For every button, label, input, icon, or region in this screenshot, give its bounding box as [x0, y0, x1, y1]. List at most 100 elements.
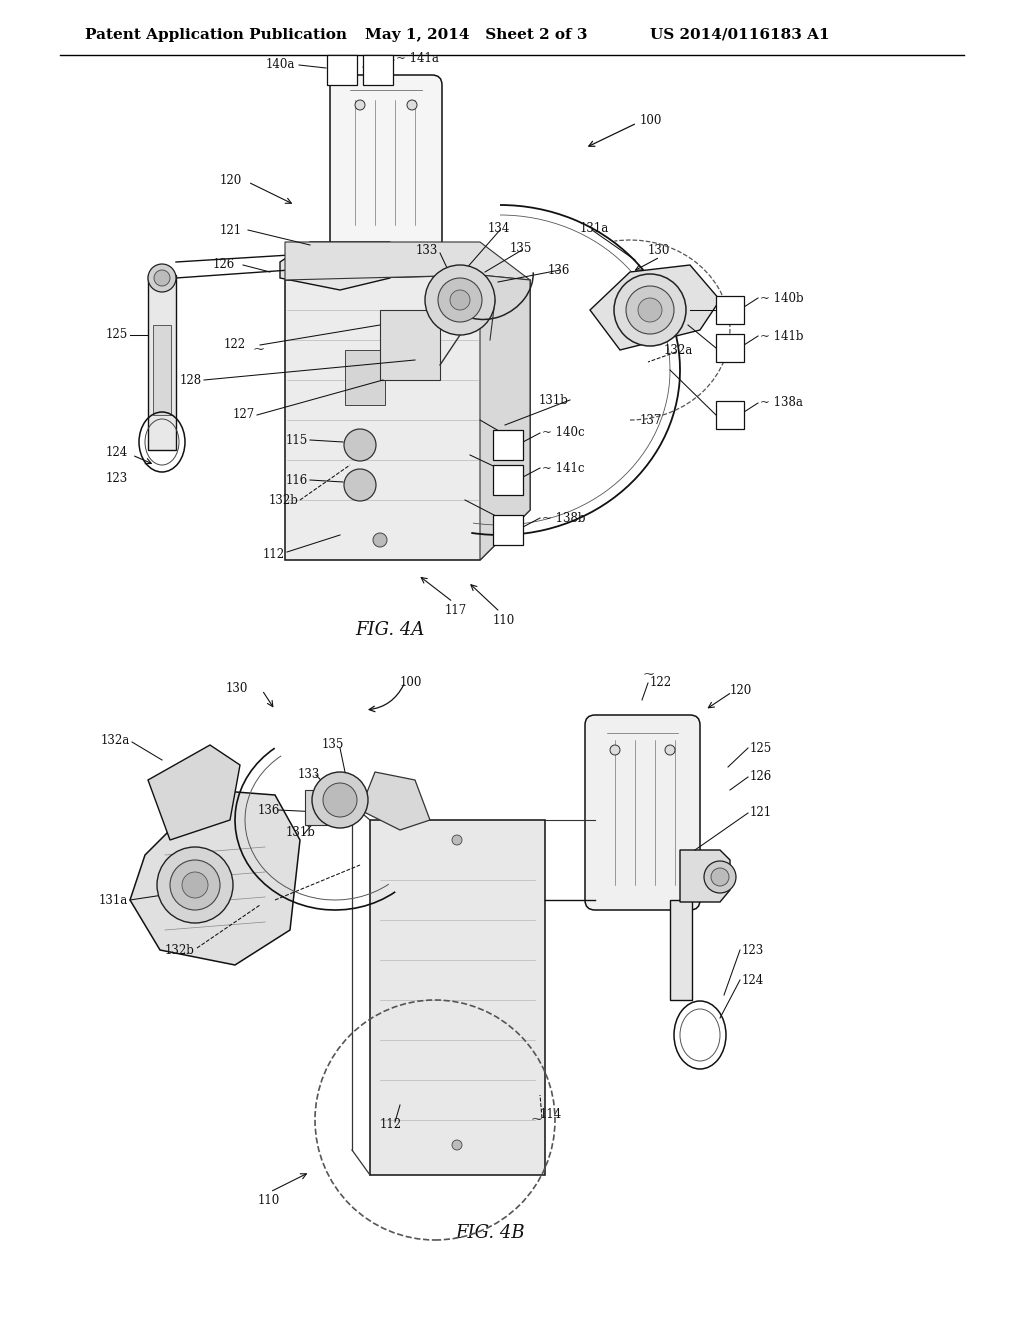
Circle shape — [344, 469, 376, 502]
Text: 126: 126 — [213, 259, 236, 272]
Text: FIG. 4A: FIG. 4A — [355, 620, 425, 639]
Circle shape — [407, 100, 417, 110]
Text: 122: 122 — [224, 338, 246, 351]
Text: FIG. 4B: FIG. 4B — [456, 1224, 525, 1242]
Text: Patent Application Publication: Patent Application Publication — [85, 28, 347, 42]
Text: 130: 130 — [225, 681, 248, 694]
Bar — [327, 55, 357, 84]
Polygon shape — [480, 275, 530, 560]
Circle shape — [626, 286, 674, 334]
Circle shape — [373, 533, 387, 546]
Text: ~ 138a: ~ 138a — [760, 396, 803, 409]
Text: 121: 121 — [220, 223, 242, 236]
Circle shape — [711, 869, 729, 886]
FancyBboxPatch shape — [330, 75, 442, 249]
Bar — [493, 465, 523, 495]
Text: 123: 123 — [105, 471, 128, 484]
Text: 137: 137 — [640, 413, 663, 426]
Text: 132b: 132b — [165, 944, 195, 957]
Circle shape — [312, 772, 368, 828]
Text: 125: 125 — [105, 329, 128, 342]
Text: 135: 135 — [510, 242, 532, 255]
Text: 124: 124 — [105, 446, 128, 458]
Polygon shape — [148, 744, 240, 840]
Text: 110: 110 — [258, 1193, 281, 1206]
Bar — [148, 275, 176, 450]
Text: US 2014/0116183 A1: US 2014/0116183 A1 — [650, 28, 829, 42]
Text: 115: 115 — [286, 433, 308, 446]
Circle shape — [182, 873, 208, 898]
Bar — [153, 325, 171, 414]
Polygon shape — [285, 242, 530, 280]
Text: ~ 141b: ~ 141b — [760, 330, 804, 342]
Text: 126: 126 — [750, 771, 772, 784]
Circle shape — [614, 275, 686, 346]
Text: 112: 112 — [263, 549, 285, 561]
Bar — [493, 515, 523, 545]
Text: 131a: 131a — [580, 222, 609, 235]
Circle shape — [170, 861, 220, 909]
Bar — [493, 430, 523, 459]
Bar — [716, 296, 744, 323]
Text: ~: ~ — [531, 1113, 544, 1127]
Circle shape — [452, 836, 462, 845]
Text: ~ 141c: ~ 141c — [542, 462, 585, 474]
Text: ~ 140c: ~ 140c — [542, 426, 585, 440]
Text: ~ 141a: ~ 141a — [396, 51, 439, 65]
Bar — [305, 789, 345, 825]
Text: 127: 127 — [232, 408, 255, 421]
Text: 125: 125 — [750, 742, 772, 755]
Text: 136: 136 — [548, 264, 570, 276]
Bar — [716, 334, 744, 362]
Bar — [380, 310, 440, 380]
Text: 120: 120 — [220, 173, 243, 186]
Polygon shape — [285, 275, 530, 560]
Text: 114: 114 — [540, 1109, 562, 1122]
Text: 132b: 132b — [268, 494, 298, 507]
Text: 140a: 140a — [265, 58, 295, 71]
Text: 120: 120 — [730, 684, 753, 697]
Circle shape — [355, 100, 365, 110]
Text: 112: 112 — [380, 1118, 402, 1131]
Bar — [362, 55, 393, 84]
Circle shape — [438, 279, 482, 322]
Text: 110: 110 — [493, 614, 515, 627]
Circle shape — [705, 861, 736, 894]
Text: 100: 100 — [640, 114, 663, 127]
Circle shape — [450, 290, 470, 310]
Text: 117: 117 — [445, 603, 467, 616]
Text: 116: 116 — [286, 474, 308, 487]
Bar — [670, 900, 692, 1001]
Text: 131b: 131b — [539, 393, 568, 407]
Text: 133: 133 — [298, 768, 321, 781]
Circle shape — [148, 264, 176, 292]
Polygon shape — [680, 850, 730, 902]
Text: ~: ~ — [643, 668, 655, 682]
Text: 132a: 132a — [100, 734, 130, 747]
Text: 130: 130 — [648, 243, 671, 256]
Circle shape — [425, 265, 495, 335]
Text: 131b: 131b — [286, 825, 315, 838]
Text: 121: 121 — [750, 807, 772, 820]
Text: 123: 123 — [742, 944, 764, 957]
Text: ~: ~ — [252, 343, 264, 356]
Circle shape — [610, 744, 620, 755]
Polygon shape — [130, 789, 300, 965]
Text: 133: 133 — [416, 243, 438, 256]
Bar — [345, 350, 385, 405]
FancyBboxPatch shape — [370, 820, 545, 1175]
Circle shape — [665, 744, 675, 755]
Circle shape — [344, 429, 376, 461]
Text: 131a: 131a — [98, 894, 128, 907]
Circle shape — [452, 1140, 462, 1150]
Text: 134: 134 — [488, 222, 510, 235]
Circle shape — [323, 783, 357, 817]
Text: 128: 128 — [180, 374, 202, 387]
Bar — [716, 401, 744, 429]
Text: 124: 124 — [742, 974, 764, 986]
Text: ~ 138b: ~ 138b — [542, 511, 586, 524]
Text: 100: 100 — [400, 676, 422, 689]
FancyBboxPatch shape — [585, 715, 700, 909]
Circle shape — [157, 847, 233, 923]
Text: 122: 122 — [650, 676, 672, 689]
